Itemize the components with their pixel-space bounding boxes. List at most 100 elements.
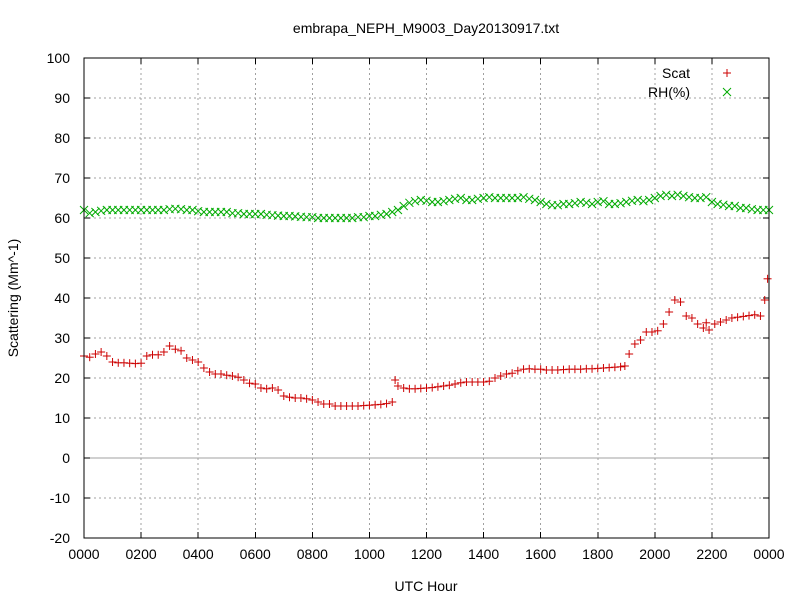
rh-point-91: [599, 196, 608, 206]
legend: Scat RH(%): [648, 65, 732, 100]
scat-point-56: [393, 382, 402, 390]
legend-marker-scat: [723, 69, 731, 77]
y-tick-label-7: 50: [54, 250, 70, 266]
scat-point-64: [439, 382, 448, 390]
rh-point-97: [633, 195, 643, 205]
scat-point-98: [630, 340, 639, 348]
scat-point-15: [165, 342, 174, 350]
scat-point-115: [722, 316, 731, 324]
rh-point-60: [422, 196, 431, 206]
scat-point-20: [194, 358, 203, 366]
y-tick-label-0: -20: [50, 530, 70, 546]
rh-point-94: [616, 198, 625, 208]
rh-point-77: [519, 192, 528, 202]
series-scat: [80, 274, 772, 410]
scat-point-123: [763, 274, 772, 283]
rh-point-109: [701, 192, 711, 202]
y-tick-label-3: 10: [54, 410, 70, 426]
scat-point-72: [485, 377, 494, 386]
rh-point-80: [536, 197, 546, 207]
rh-point-110: [707, 197, 717, 207]
x-tick-label-8: 1600: [525, 546, 556, 562]
rh-point-81: [542, 199, 551, 209]
scat-point-74: [496, 372, 505, 380]
scat-point-31: [256, 384, 265, 392]
rh-point-83: [553, 200, 563, 210]
scat-point-27: [234, 373, 243, 382]
scat-point-28: [239, 376, 248, 384]
scat-point-17: [177, 346, 186, 355]
scat-point-38: [296, 394, 305, 402]
scat-point-3: [97, 348, 106, 356]
scat-point-106: [676, 298, 685, 306]
scat-point-52: [376, 400, 385, 409]
scat-point-114: [716, 318, 725, 326]
scat-point-117: [733, 313, 742, 322]
scat-point-10: [137, 359, 146, 368]
scat-point-19: [188, 356, 197, 364]
scat-point-36: [285, 393, 294, 402]
y-tick-label-9: 70: [54, 170, 70, 186]
scat-point-105: [670, 296, 679, 304]
rh-point-105: [679, 191, 688, 201]
scat-point-63: [433, 382, 442, 391]
scat-point-75: [502, 370, 511, 378]
scat-point-55: [391, 376, 400, 384]
rh-point-66: [456, 193, 466, 203]
scat-point-30: [251, 380, 260, 388]
series-rh: [79, 190, 774, 223]
x-tick-label-9: 1800: [582, 546, 613, 562]
rh-point-58: [410, 196, 420, 206]
scat-point-76: [508, 369, 517, 378]
legend-label-rh: RH(%): [648, 84, 690, 100]
scat-point-33: [268, 384, 277, 392]
scat-point-54: [388, 398, 397, 406]
scat-point-122: [760, 296, 769, 304]
rh-point-53: [382, 209, 391, 219]
rh-point-55: [393, 205, 403, 215]
x-tick-label-7: 1400: [468, 546, 499, 562]
scat-point-5: [108, 358, 117, 366]
series-layer: [79, 190, 774, 410]
rh-point-89: [587, 199, 597, 209]
scat-point-77: [513, 366, 522, 375]
rh-point-49: [359, 212, 369, 222]
rh-point-51: [370, 211, 380, 221]
scat-point-24: [217, 370, 225, 378]
rh-point-25: [222, 207, 232, 217]
y-tick-label-11: 90: [54, 90, 70, 106]
legend-marker-0-shape: [723, 69, 731, 77]
scat-point-2: [91, 350, 100, 358]
x-tick-label-4: 0800: [297, 546, 328, 562]
scat-point-14: [159, 348, 168, 356]
y-tick-label-4: 20: [54, 370, 70, 386]
x-tick-label-12: 0000: [753, 546, 784, 562]
y-axis-label: Scattering (Mm^-1): [5, 239, 21, 358]
scat-point-95: [616, 362, 625, 371]
legend-marker-1-shape: [722, 87, 732, 97]
rh-point-64: [444, 195, 454, 205]
rh-point-116: [741, 203, 751, 213]
rh-point-88: [581, 198, 591, 208]
chart-title: embrapa_NEPH_M9003_Day20130917.txt: [293, 20, 559, 36]
rh-point-95: [621, 197, 631, 207]
scat-point-103: [659, 320, 668, 328]
rh-point-54: [387, 207, 397, 217]
scat-point-97: [625, 350, 634, 358]
rh-point-57: [405, 198, 414, 208]
scat-point-32: [262, 384, 271, 393]
scat-point-41: [314, 398, 323, 406]
scat-point-73: [491, 374, 499, 382]
scat-point-65: [445, 381, 454, 390]
rh-point-100: [650, 193, 660, 203]
y-tick-label-1: -10: [50, 490, 70, 506]
scat-point-118: [739, 312, 748, 321]
scat-point-67: [456, 378, 465, 387]
scat-point-13: [154, 350, 163, 359]
scat-point-43: [325, 400, 334, 408]
rh-point-101: [656, 191, 665, 201]
rh-point-78: [524, 194, 534, 204]
scat-point-66: [451, 380, 460, 388]
